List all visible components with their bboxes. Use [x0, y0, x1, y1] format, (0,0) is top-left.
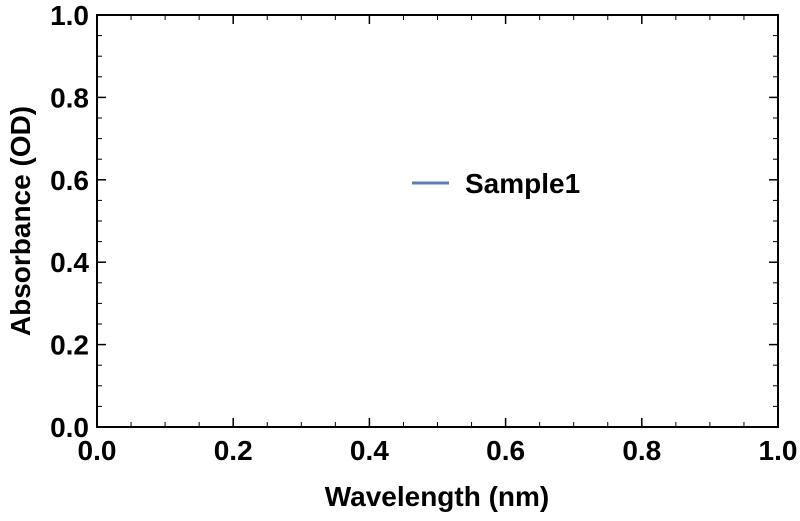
y-tick-label: 0.4: [50, 247, 89, 278]
plot-frame: [96, 14, 779, 428]
y-tick-label: 1.0: [50, 0, 89, 31]
x-tick-label: 0.2: [214, 435, 253, 466]
y-tick-label: 0.0: [50, 412, 89, 443]
y-tick-label: 0.2: [50, 330, 89, 361]
y-axis-title: Absorbance (OD): [5, 106, 36, 336]
y-tick-label: 0.8: [50, 82, 89, 113]
x-tick-label: 0.6: [486, 435, 525, 466]
x-tick-label: 0.4: [350, 435, 389, 466]
legend: Sample1: [412, 168, 580, 199]
x-tick-label: 0.8: [622, 435, 661, 466]
ticks-layer: 0.0 0.2 0.4 0.6 0.8 1.0 0.0 0.2 0.4 0.6 0.8 1.0: [50, 0, 797, 466]
x-tick-label: 0.0: [78, 435, 117, 466]
x-tick-label: 1.0: [759, 435, 798, 466]
legend-label: Sample1: [465, 168, 580, 199]
x-axis-title: Wavelength (nm): [325, 481, 550, 512]
y-tick-label: 0.6: [50, 165, 89, 196]
